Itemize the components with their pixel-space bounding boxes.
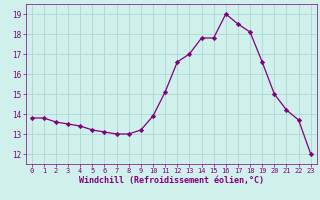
X-axis label: Windchill (Refroidissement éolien,°C): Windchill (Refroidissement éolien,°C) [79, 176, 264, 185]
